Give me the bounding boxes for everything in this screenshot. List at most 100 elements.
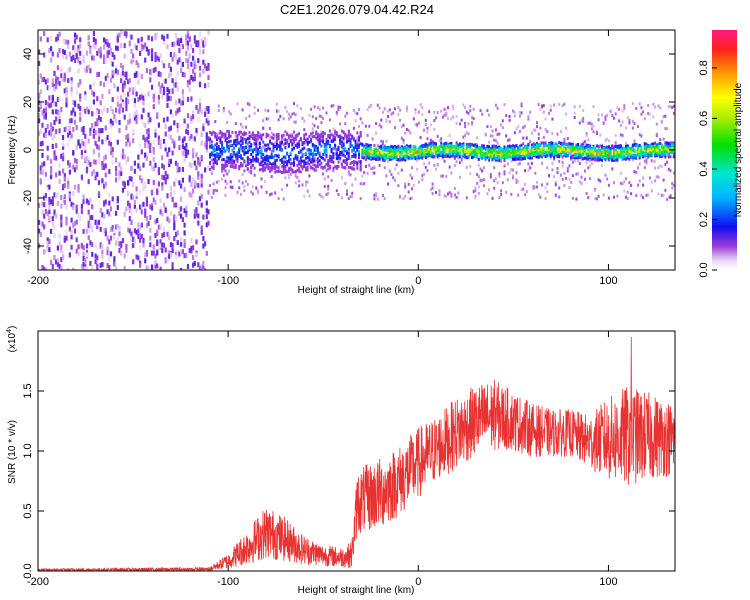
spectrogram-cell: [640, 148, 643, 152]
spectrogram-cell: [346, 158, 348, 162]
spectrogram-cell: [185, 129, 188, 134]
spectrogram-cell: [306, 141, 309, 145]
spectrogram-cell: [536, 121, 538, 125]
spectrogram-cell: [56, 258, 59, 264]
spectrogram-cell: [210, 196, 213, 199]
spectrogram-cell: [174, 202, 178, 208]
spectrogram-cell: [39, 73, 42, 79]
spectrogram-cell: [305, 180, 307, 184]
spectrogram-cell: [236, 140, 239, 143]
spectrogram-cell: [618, 149, 621, 153]
spectrogram-cell: [637, 150, 639, 154]
spectrogram-cell: [46, 237, 49, 243]
spectrogram-cell: [566, 167, 569, 171]
spectrogram-cell: [269, 127, 271, 131]
spectrogram-cell: [340, 136, 343, 139]
spectrogram-cell: [123, 72, 126, 77]
spectrogram-cell: [262, 159, 265, 163]
spectrogram-cell: [541, 183, 544, 187]
spectrogram-cell: [260, 153, 263, 157]
spectrogram-cell: [186, 33, 190, 39]
spectrogram-cell: [315, 145, 318, 148]
spectrogram-cell: [378, 151, 381, 155]
spectrogram-cell: [123, 83, 126, 89]
spectrogram-cell: [183, 118, 186, 124]
spectrogram-cell: [171, 248, 174, 253]
spectrogram-cell: [104, 163, 107, 169]
spectrogram-cell: [315, 158, 318, 162]
spectrogram-cell: [197, 116, 200, 122]
spectrogram-cell: [402, 123, 405, 127]
spectrogram-cell: [625, 126, 627, 130]
spectrogram-cell: [109, 105, 113, 111]
spectrogram-cell: [144, 181, 147, 187]
spectrogram-cell: [549, 145, 552, 149]
spectrogram-cell: [327, 167, 330, 171]
spectrogram-cell: [380, 147, 383, 151]
spectrogram-cell: [51, 97, 54, 103]
spectrogram-cell: [176, 70, 179, 76]
spectrogram-cell: [111, 147, 114, 153]
spectrogram-cell: [97, 132, 101, 138]
spectrogram-cell: [323, 152, 326, 156]
spectrogram-cell: [544, 155, 547, 158]
spectrogram-cell: [347, 153, 350, 157]
spectrogram-cell: [94, 259, 97, 265]
spectrogram-cell: [387, 159, 390, 163]
spectrogram-cell: [347, 155, 350, 159]
spectrogram-cell: [450, 152, 453, 155]
spectrogram-cell: [549, 148, 552, 152]
spectrogram-cell: [73, 221, 77, 226]
spectrogram-cell: [274, 167, 277, 170]
spectrogram-cell: [140, 233, 143, 239]
spectrogram-cell: [195, 212, 198, 218]
spectrogram-cell: [150, 48, 154, 54]
spectrogram-cell: [200, 178, 203, 184]
spectrogram-cell: [115, 266, 118, 270]
spectrogram-cell: [344, 161, 347, 165]
spectrogram-cell: [409, 131, 412, 135]
spectrogram-cell: [364, 142, 367, 146]
spectrogram-cell: [390, 157, 393, 161]
spectrogram-cell: [216, 180, 218, 184]
spectrogram-cell: [383, 144, 386, 148]
spectrogram-cell: [623, 157, 626, 161]
spectrogram-cell: [221, 163, 224, 167]
spectrogram-cell: [251, 155, 254, 159]
spectrogram-cell: [233, 159, 236, 163]
spectrogram-cell: [455, 143, 458, 147]
spectrogram-cell: [311, 131, 314, 135]
spectrogram-cell: [80, 209, 83, 215]
spectrogram-cell: [604, 118, 607, 121]
spectrogram-cell: [116, 139, 119, 145]
spectrogram-cell: [63, 194, 66, 200]
spectrogram-cell: [51, 200, 54, 206]
spectrogram-cell: [548, 173, 550, 177]
spectrogram-cell: [85, 267, 89, 270]
spectrogram-cell: [373, 150, 376, 154]
spectrogram-cell: [508, 154, 511, 158]
spectrogram-cell: [602, 193, 605, 197]
spectrogram-cell: [162, 39, 166, 45]
spectrogram-cell: [43, 213, 46, 219]
spectrogram-cell: [542, 104, 545, 108]
spectrogram-cell: [178, 251, 181, 257]
spectrogram-cell: [626, 149, 629, 153]
spectrogram-cell: [161, 242, 164, 248]
spectrogram-cell: [145, 129, 148, 135]
spectrogram-cell: [142, 95, 145, 101]
spectrogram-cell: [604, 158, 607, 162]
spectrogram-cell: [263, 179, 266, 183]
spectrogram-cell: [561, 142, 564, 146]
spectrogram-cell: [248, 114, 251, 118]
spectrogram-cell: [303, 165, 306, 169]
spectrogram-cell: [135, 118, 138, 124]
spectrogram-cell: [441, 154, 444, 158]
spectrogram-cell: [376, 155, 379, 159]
spectrogram-cell: [320, 130, 323, 134]
spectrogram-cell: [364, 149, 367, 153]
spectrogram-cell: [257, 137, 260, 141]
spectrogram-cell: [205, 214, 208, 220]
spectrogram-cell: [322, 117, 325, 121]
spectrogram-cell: [539, 108, 542, 112]
